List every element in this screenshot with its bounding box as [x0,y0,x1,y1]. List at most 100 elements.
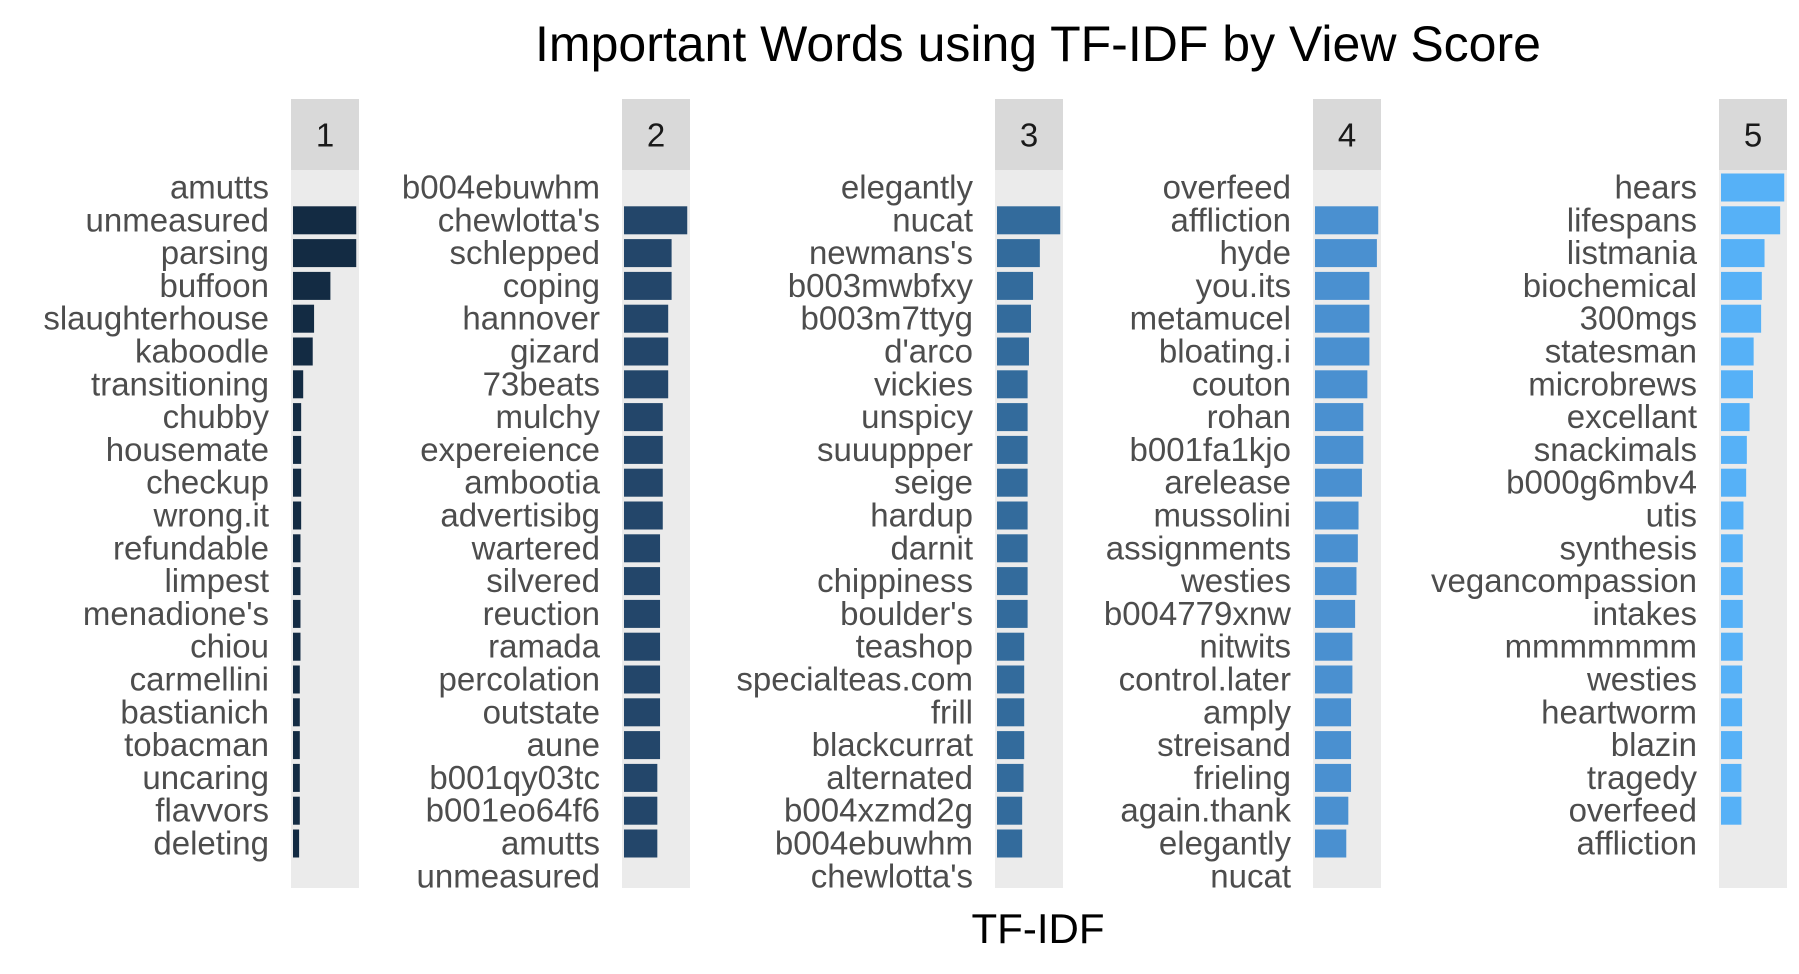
bar [624,239,672,268]
word-label: streisand [1157,726,1291,763]
bar [1721,206,1781,235]
word-label: b003m7ttyg [801,300,973,337]
facet-strip-label: 5 [1744,117,1762,154]
word-label: chewlotta's [438,201,600,238]
bar [624,271,672,300]
word-label: seige [894,464,973,501]
bar [1721,665,1743,694]
bar [997,403,1028,432]
bar [1721,403,1750,432]
word-label: overfeed [1163,169,1291,206]
word-label: you.its [1196,267,1291,304]
word-label: affliction [1171,201,1291,238]
word-label: b004ebuwhm [775,825,973,862]
bar [997,698,1025,727]
bar [624,632,661,661]
word-label: expereience [420,431,600,468]
word-label: kaboodle [135,333,269,370]
word-label: again.thank [1120,792,1291,829]
word-label: rohan [1207,398,1291,435]
bar [1721,534,1743,563]
bar [293,403,302,432]
bar [624,665,661,694]
bar [1721,370,1753,399]
bar [624,796,658,825]
word-label: menadione's [83,595,269,632]
bar [624,501,663,530]
word-label: 300mgs [1580,300,1697,337]
word-label: frieling [1194,759,1291,796]
bar [624,698,661,727]
word-label: schlepped [450,234,600,271]
bar [997,763,1024,792]
word-label: heartworm [1541,693,1697,730]
word-label: affliction [1577,825,1697,862]
bar [997,665,1025,694]
bar [293,337,313,366]
word-label: lifespans [1567,201,1697,238]
word-label: microbrews [1528,365,1697,402]
word-label: b004ebuwhm [402,169,600,206]
word-label: assignments [1106,529,1291,566]
word-label: gizard [510,333,600,370]
bar [1721,632,1743,661]
word-label: silvered [486,562,600,599]
word-label: hannover [462,300,600,337]
bar [997,337,1029,366]
word-label: blackcurrat [812,726,973,763]
bar [1315,501,1359,530]
bar [624,435,663,464]
bar [1721,796,1742,825]
bar [293,763,300,792]
word-label: carmellini [130,661,269,698]
bar [1315,599,1356,628]
bar [293,501,302,530]
word-label: nitwits [1199,628,1291,665]
word-label: wartered [471,529,600,566]
word-label: hyde [1219,234,1291,271]
x-axis-label: TF-IDF [972,905,1105,952]
bar [997,567,1028,596]
word-label: b003mwbfxy [788,267,974,304]
bar [624,567,661,596]
word-label: b000g6mbv4 [1506,464,1697,501]
word-label: coping [503,267,600,304]
word-label: housemate [106,431,269,468]
word-label: chubby [163,398,270,435]
bar [1315,337,1370,366]
word-label: buffoon [159,267,269,304]
facet-strip [1313,99,1381,170]
word-label: control.later [1119,661,1291,698]
bar [1315,468,1362,497]
bar [1315,763,1352,792]
facet-panel-4: 4overfeedafflictionhydeyou.itsmetamucelb… [1104,99,1381,894]
word-label: limpest [164,562,269,599]
bar [293,435,302,464]
bar [1721,271,1762,300]
word-label: teashop [856,628,973,665]
panels: 1amuttsunmeasuredparsingbuffoonslaughter… [43,99,1787,894]
bar [1315,403,1364,432]
word-label: mmmmmmm [1505,628,1697,665]
bar [293,567,301,596]
word-label: overfeed [1569,792,1697,829]
word-label: specialteas.com [736,661,973,698]
bar [997,501,1028,530]
bar [293,632,301,661]
bar [1721,731,1743,760]
bar [624,206,688,235]
bar [293,665,300,694]
bar [624,403,663,432]
facet-strip-label: 3 [1020,117,1038,154]
word-label: uncaring [142,759,269,796]
word-label: arelease [1164,464,1291,501]
bar [1721,173,1785,202]
bar [997,796,1023,825]
bar [1315,206,1379,235]
word-label: frill [931,693,973,730]
word-label: b004779xnw [1104,595,1291,632]
bar [1315,304,1370,333]
word-label: vickies [874,365,973,402]
bar [1315,796,1349,825]
